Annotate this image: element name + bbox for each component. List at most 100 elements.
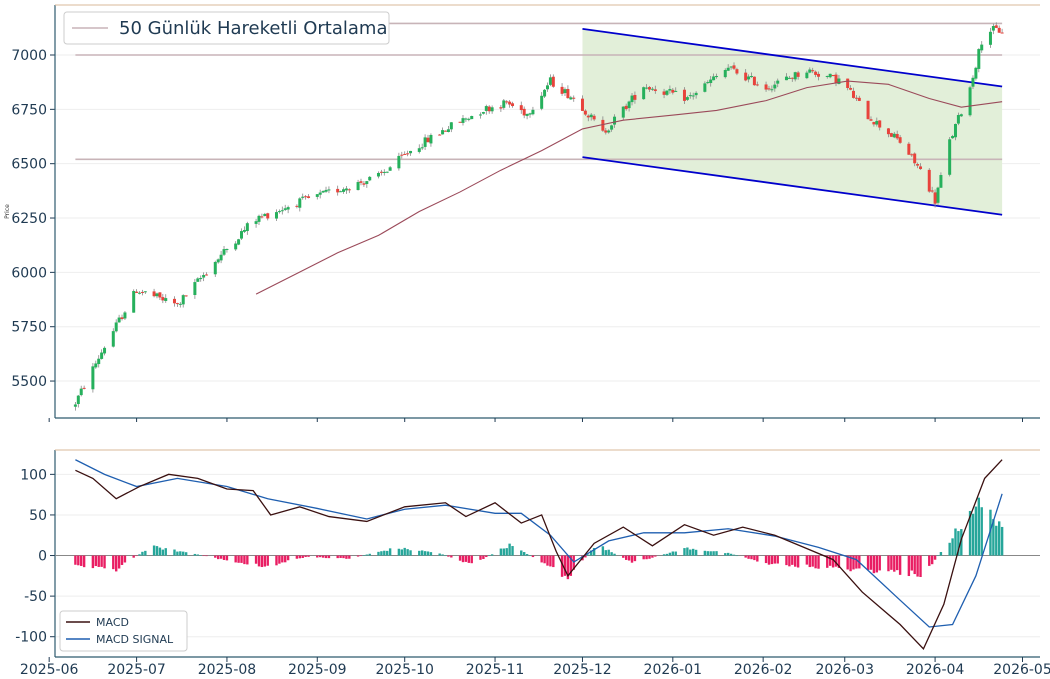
candle-body	[91, 366, 95, 390]
xtick-label: 2025-07	[107, 662, 166, 678]
candle-body	[747, 76, 751, 80]
histogram-bar	[930, 555, 934, 565]
histogram-bar	[199, 555, 202, 556]
histogram-bar	[91, 555, 95, 569]
candle-body	[502, 100, 506, 108]
macd-panel: -100 -50 0 50 100 2025-06 2025-07 2025-08 2025-0…	[15, 449, 1050, 678]
candle-body	[222, 249, 226, 255]
candle-body	[755, 84, 759, 86]
histogram-bar	[951, 538, 954, 556]
candle-body	[604, 130, 608, 133]
histogram-bar	[173, 549, 176, 556]
histogram-bar	[712, 551, 715, 556]
histogram-bar	[184, 552, 188, 556]
candle-body	[505, 101, 509, 103]
histogram-bar	[339, 555, 342, 558]
candle-body	[484, 106, 488, 111]
histogram-bar	[633, 555, 637, 562]
price-ytick-label: 6000	[11, 265, 47, 281]
candle-body	[388, 167, 392, 171]
histogram-bar	[386, 550, 389, 556]
candle-body	[645, 87, 649, 89]
candle-body	[161, 297, 165, 301]
price-ytick-label: 5500	[11, 374, 47, 390]
candle-body	[464, 118, 468, 120]
candle-body	[172, 298, 176, 304]
candle-body	[219, 254, 223, 261]
histogram-bar	[368, 553, 371, 556]
candle-body	[301, 196, 305, 198]
histogram-bar	[604, 550, 607, 556]
candle-body	[376, 172, 380, 177]
candle-body	[974, 67, 978, 79]
candle-body	[764, 84, 768, 90]
histogram-bar	[286, 555, 290, 561]
histogram-bar	[977, 497, 981, 556]
histogram-bar	[613, 553, 616, 556]
candle-body	[461, 118, 465, 123]
histogram-bar	[135, 555, 138, 557]
candle-body	[968, 87, 972, 116]
histogram-bar	[814, 555, 817, 569]
xtick-label: 2025-12	[553, 662, 612, 678]
histogram-bar	[243, 555, 246, 565]
histogram-bar	[794, 555, 797, 567]
histogram-bar	[103, 555, 106, 569]
histogram-bar	[263, 555, 267, 567]
candle-body	[193, 282, 197, 295]
macd-legend-box	[59, 610, 188, 652]
candle-body	[971, 77, 975, 87]
candle-body	[563, 89, 567, 94]
candle-body	[805, 72, 809, 79]
candle-body	[729, 66, 733, 68]
histogram-bar	[362, 555, 366, 556]
candle-body	[123, 312, 127, 319]
histogram-bar	[971, 513, 975, 556]
histogram-bar	[144, 550, 147, 556]
candle-body	[551, 76, 555, 87]
histogram-bar	[552, 555, 555, 568]
histogram-bar	[729, 553, 733, 556]
histogram-bar	[587, 554, 590, 556]
candle-body	[260, 216, 264, 218]
candle-body	[94, 363, 98, 368]
histogram-bar	[992, 519, 995, 556]
candle-body	[948, 139, 952, 175]
candle-body	[723, 69, 727, 78]
candle-body	[543, 89, 547, 97]
candle-body	[910, 154, 914, 156]
histogram-bar	[219, 555, 223, 559]
histogram-bar	[336, 555, 339, 559]
candle-body	[111, 331, 115, 347]
macd-line	[75, 459, 1003, 651]
histogram-bar	[161, 549, 165, 556]
candle-body	[525, 113, 529, 116]
histogram-bar	[182, 551, 185, 556]
candle-body	[254, 221, 258, 224]
candle-body	[164, 298, 168, 301]
candle-body	[633, 94, 637, 100]
candle-body	[560, 86, 564, 94]
histogram-bar	[584, 555, 587, 558]
candle-body	[266, 213, 270, 219]
channel-fill	[582, 28, 1003, 215]
price-plot-area	[55, 5, 1040, 418]
macd-histogram	[74, 497, 1004, 580]
candle-body	[770, 89, 774, 91]
histogram-bar	[141, 551, 144, 556]
candle-body	[385, 171, 389, 173]
candle-body	[441, 130, 445, 135]
histogram-bar	[406, 549, 409, 556]
candle-body	[857, 97, 861, 101]
histogram-bar	[960, 529, 963, 556]
candle-body	[953, 124, 957, 138]
candle-body	[365, 181, 369, 184]
candle-body	[531, 109, 535, 115]
histogram-bar	[356, 555, 360, 557]
candle-body	[898, 137, 902, 143]
candle-body	[939, 175, 943, 188]
histogram-bar	[298, 555, 301, 559]
histogram-bar	[747, 555, 750, 559]
histogram-bar	[97, 555, 100, 567]
histogram-bar	[240, 555, 243, 563]
